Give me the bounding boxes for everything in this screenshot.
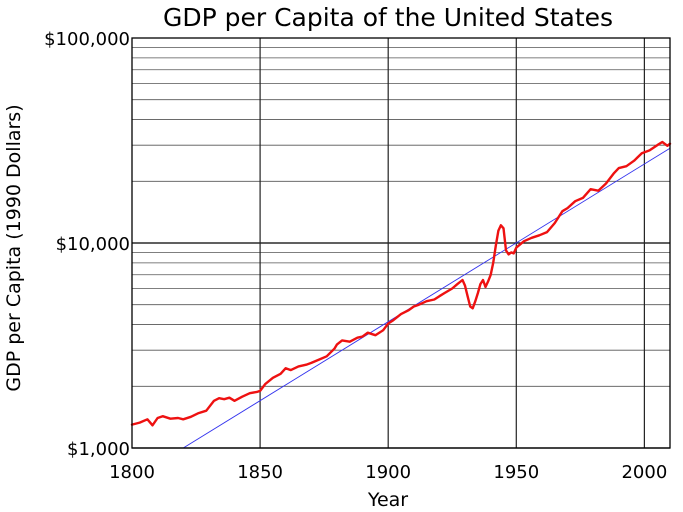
chart-title: GDP per Capita of the United States [163,3,613,32]
y-axis-label: GDP per Capita (1990 Dollars) [3,104,25,391]
y-axis-ticks: $1,000 $10,000 $100,000 [44,29,130,460]
x-tick-label: 1900 [365,462,411,483]
x-axis-ticks: 1800 1850 1900 1950 2000 [109,462,667,483]
plot-area [130,37,672,449]
x-tick-label: 1950 [493,462,539,483]
y-tick-label: $100,000 [44,29,130,50]
grid [132,38,670,449]
y-tick-label: $1,000 [67,439,130,460]
x-axis-label: Year [367,489,408,511]
gdp-series-line [130,140,672,427]
y-tick-label: $10,000 [56,234,130,255]
plot-frame [131,37,671,449]
trend-line [183,147,671,449]
x-tick-label: 1850 [237,462,283,483]
x-tick-label: 2000 [621,462,667,483]
x-tick-label: 1800 [109,462,155,483]
